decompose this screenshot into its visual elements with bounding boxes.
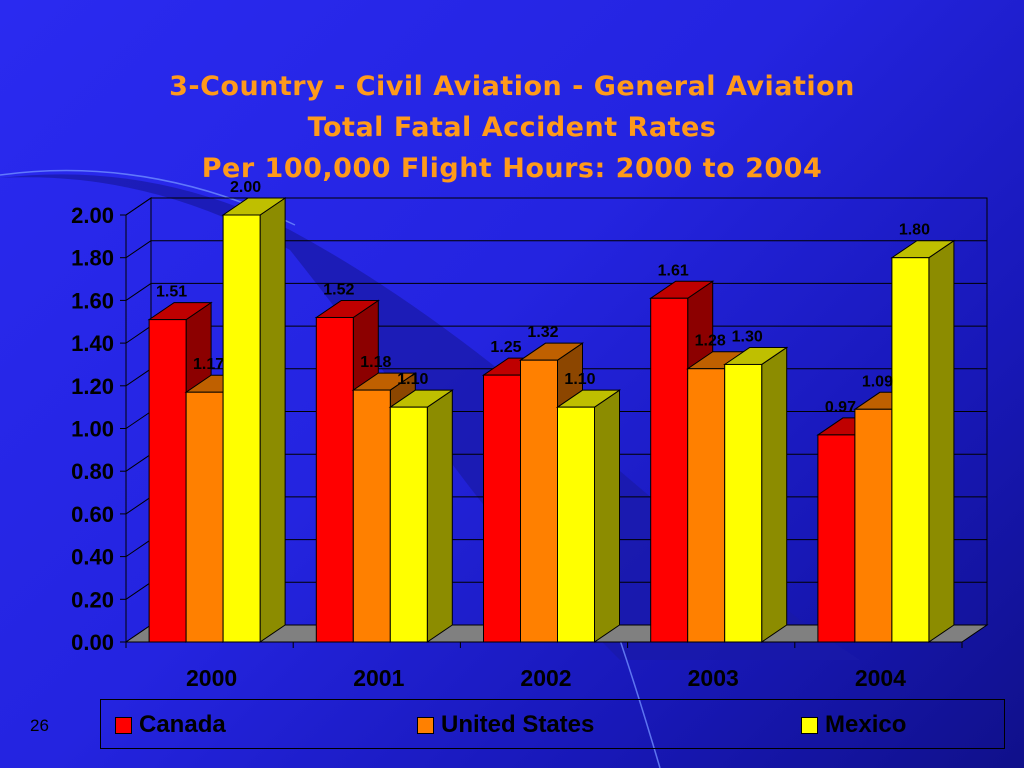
y-tick-label: 0.80 (71, 459, 114, 484)
gridline-diagonal (125, 240, 152, 259)
gridline-diagonal (125, 325, 152, 344)
legend-swatch-united-states (417, 716, 434, 734)
gridline-diagonal (125, 282, 152, 301)
bar-front (891, 257, 930, 643)
data-label: 1.25 (490, 339, 521, 356)
bar-side (426, 389, 453, 643)
bar-2001-mexico (388, 389, 454, 643)
bar-2004-mexico (890, 239, 956, 643)
y-tick-label: 0.60 (71, 502, 114, 527)
bar-front (185, 391, 224, 643)
title-line-1: 3-Country - Civil Aviation - General Avi… (169, 71, 855, 102)
bar-front (557, 406, 595, 643)
x-tick-label: 2000 (186, 665, 237, 691)
data-label: 1.61 (658, 262, 689, 279)
legend-item-mexico: Mexico (801, 711, 907, 738)
title-line-2: Total Fatal Accident Rates (307, 112, 717, 143)
bar-front (687, 368, 726, 643)
bar-front (352, 389, 391, 643)
gridline-diagonal (125, 581, 152, 600)
y-tick-label: 0.20 (71, 587, 114, 612)
data-label: 1.17 (193, 356, 224, 373)
bar-front (483, 374, 521, 643)
legend-label-canada: Canada (139, 711, 226, 738)
bar-front (222, 214, 261, 643)
bar-front (650, 297, 689, 643)
y-tick-label: 1.80 (71, 246, 114, 271)
bar-front (520, 359, 558, 643)
data-label: 2.00 (230, 179, 261, 196)
data-label: 0.97 (825, 399, 856, 416)
gridline-diagonal (125, 496, 152, 515)
legend-label-mexico: Mexico (825, 711, 907, 738)
gridline-diagonal (125, 197, 152, 216)
legend-label-united-states: United States (441, 711, 595, 738)
y-tick-label: 0.40 (71, 545, 114, 570)
x-tick-label: 2001 (353, 665, 404, 691)
slide-title: 3-Country - Civil Aviation - General Avi… (0, 66, 1024, 189)
chart-legend: Canada United States Mexico (100, 699, 1005, 749)
y-tick-label: 1.20 (71, 374, 114, 399)
bar-chart: 0.00 0.20 0.40 0.60 0.80 1.00 1.20 1.40 1.60 1.80… (71, 179, 989, 691)
gridline-diagonal (125, 539, 152, 558)
x-tick-label: 2003 (688, 665, 739, 691)
y-tick-label: 0.00 (71, 630, 114, 655)
y-tick-label: 2.00 (71, 203, 114, 228)
data-label: 1.52 (323, 281, 354, 298)
x-tick-label: 2002 (520, 665, 571, 691)
y-tick-label: 1.00 (71, 417, 114, 442)
data-label: 1.09 (862, 373, 893, 390)
data-label: 1.28 (695, 333, 726, 350)
x-tick-label: 2004 (855, 665, 906, 691)
data-label: 1.10 (397, 371, 428, 388)
data-label: 1.30 (732, 328, 763, 345)
title-line-3: Per 100,000 Flight Hours: 2000 to 2004 (201, 153, 823, 184)
bar-front (724, 363, 763, 643)
bar-side (259, 197, 286, 643)
slide-page-number: 26 (30, 716, 49, 735)
bar-2000-mexico (221, 197, 287, 643)
gridline-diagonal (125, 411, 152, 429)
data-label: 1.51 (156, 284, 187, 301)
y-tick-label: 1.40 (71, 331, 114, 356)
data-label: 1.10 (564, 371, 595, 388)
bar-front (817, 434, 856, 643)
gridline-diagonal (125, 368, 152, 387)
bar-side (928, 239, 955, 643)
bar-side (761, 346, 788, 643)
legend-item-canada: Canada (115, 711, 226, 738)
data-label: 1.18 (360, 354, 391, 371)
gridline-diagonal (125, 453, 152, 472)
legend-swatch-mexico (801, 716, 818, 734)
legend-item-united-states: United States (417, 711, 595, 738)
bar-front (389, 406, 428, 643)
legend-swatch-canada (115, 716, 132, 734)
bar-2003-mexico (723, 346, 789, 643)
bar-side (594, 389, 620, 643)
bar-front (315, 316, 354, 643)
data-label: 1.32 (527, 324, 558, 341)
y-tick-label: 1.60 (71, 288, 114, 313)
bar-front (148, 319, 187, 643)
data-label: 1.80 (899, 222, 930, 239)
bar-front (854, 408, 893, 643)
bar-2002-mexico (555, 389, 622, 643)
